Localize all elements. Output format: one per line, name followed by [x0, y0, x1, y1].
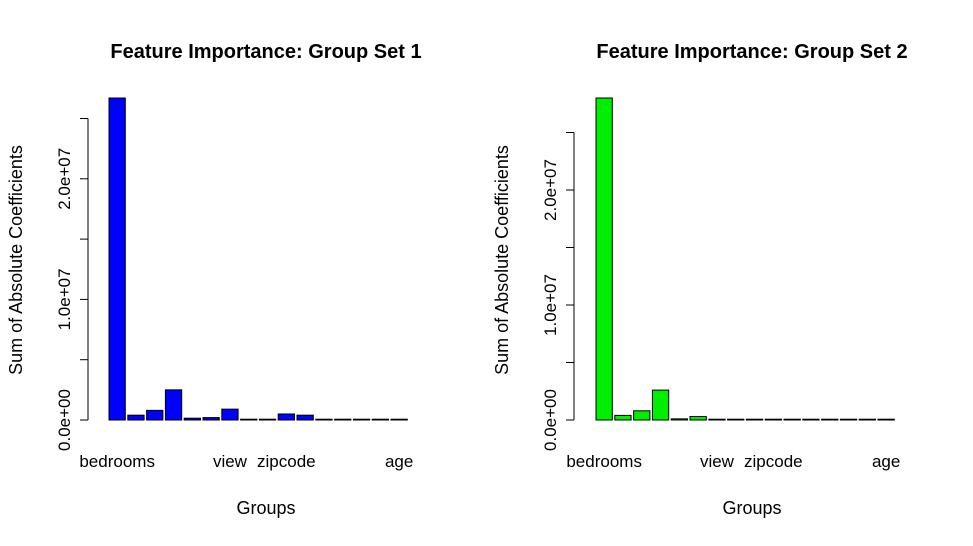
bar — [727, 418, 745, 421]
x-axis-labels: bedrooms view zipcode age — [79, 452, 413, 471]
x-tick-label: age — [385, 452, 413, 471]
bar — [802, 418, 820, 421]
bar — [183, 417, 201, 421]
bar — [202, 417, 220, 421]
bar — [334, 418, 352, 421]
bar — [858, 418, 877, 421]
bar — [783, 418, 801, 421]
bar — [371, 418, 390, 421]
bar — [708, 418, 726, 421]
bar — [689, 416, 707, 421]
x-axis-title: Groups — [722, 498, 781, 518]
y-tick-label: 2.0e+07 — [541, 159, 560, 221]
x-tick-label: bedrooms — [566, 452, 642, 471]
bar-series — [595, 97, 895, 421]
y-tick-label: 2.0e+07 — [55, 148, 74, 210]
bar — [764, 418, 783, 421]
bar — [821, 418, 839, 421]
bar — [595, 97, 613, 421]
bar — [633, 410, 651, 421]
chart-title: Feature Importance: Group Set 1 — [110, 41, 421, 63]
x-tick-label: zipcode — [744, 452, 803, 471]
bar — [108, 97, 126, 421]
bar — [277, 413, 296, 421]
y-axis-title: Sum of Absolute Coefficients — [492, 145, 512, 375]
bar — [352, 418, 371, 421]
bar — [240, 418, 258, 421]
bar — [614, 414, 632, 421]
x-tick-label: view — [700, 452, 735, 471]
bar — [315, 418, 333, 421]
bar — [390, 418, 408, 421]
bar — [651, 389, 670, 421]
x-tick-label: zipcode — [257, 452, 316, 471]
y-axis: 0.0e+00 1.0e+07 2.0e+07 — [541, 132, 575, 451]
bar — [670, 418, 689, 421]
bar — [745, 418, 764, 421]
y-axis-title: Sum of Absolute Coefficients — [6, 145, 26, 375]
bar — [127, 414, 145, 421]
x-tick-label: age — [872, 452, 900, 471]
y-tick-label: 1.0e+07 — [55, 268, 74, 330]
x-tick-label: bedrooms — [79, 452, 155, 471]
y-tick-label: 0.0e+00 — [541, 389, 560, 451]
bar — [221, 408, 239, 421]
x-axis-labels: bedrooms view zipcode age — [566, 452, 900, 471]
bar — [146, 409, 164, 421]
x-axis-title: Groups — [236, 498, 295, 518]
y-axis: 0.0e+00 1.0e+07 2.0e+07 — [55, 118, 89, 451]
chart-title: Feature Importance: Group Set 2 — [596, 41, 907, 63]
y-tick-label: 0.0e+00 — [55, 389, 74, 451]
bar-series — [108, 97, 408, 421]
chart-panel-2: Feature Importance: Group Set 2 Sum of A… — [492, 41, 908, 518]
chart-panel-1: Feature Importance: Group Set 1 Sum of A… — [6, 41, 422, 518]
bar — [258, 418, 277, 421]
bar — [877, 418, 895, 421]
y-tick-label: 1.0e+07 — [541, 274, 560, 336]
bar — [296, 414, 314, 421]
bar — [164, 389, 183, 421]
x-tick-label: view — [213, 452, 248, 471]
bar — [839, 418, 858, 421]
